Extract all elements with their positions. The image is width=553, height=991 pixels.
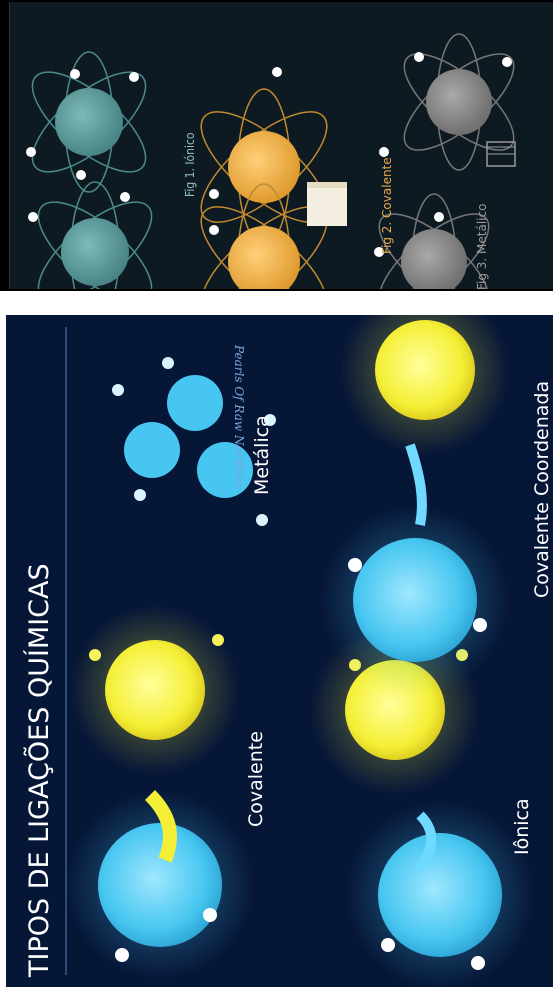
label-metalica: Metálica bbox=[251, 415, 273, 495]
label-covalente: Covalente bbox=[245, 731, 267, 827]
poster: TIPOS DE LIGAÇÕES QUÍMICAS Covalente bbox=[6, 315, 553, 990]
fig1-caption: Fig 1. Iónico bbox=[183, 132, 197, 197]
covalente-coordenada-atoms bbox=[320, 315, 510, 695]
trash-can-icon bbox=[486, 141, 516, 167]
figure-panel: Fig 1. Iónico Fig 2. Covalente Fig 3. Me… bbox=[0, 0, 553, 291]
label-ionica: Iônica bbox=[511, 798, 533, 855]
cake-icon bbox=[307, 182, 347, 226]
ionic-atom-1 bbox=[26, 51, 147, 193]
metallic-atom-1 bbox=[379, 33, 515, 171]
bond-figures: Fig 1. Iónico Fig 2. Covalente Fig 3. Me… bbox=[26, 33, 516, 289]
metallic-atom-2 bbox=[374, 193, 490, 289]
fig2-caption: Fig 2. Covalente bbox=[380, 157, 394, 254]
divider bbox=[0, 291, 553, 315]
watermark: Pearls Of Raw Nerdism bbox=[232, 344, 246, 487]
label-covalente-coordenada: Covalente Coordenada bbox=[531, 381, 553, 598]
fig3-caption: Fig 3. Metálico bbox=[475, 204, 489, 289]
covalent-atom-2 bbox=[200, 183, 328, 289]
poster-title: TIPOS DE LIGAÇÕES QUÍMICAS bbox=[23, 563, 55, 978]
metalica-atoms bbox=[112, 357, 276, 526]
ionic-atom-2 bbox=[28, 170, 153, 289]
poster-panel: TIPOS DE LIGAÇÕES QUÍMICAS Covalente bbox=[0, 315, 553, 991]
covalente-atoms bbox=[65, 605, 255, 980]
